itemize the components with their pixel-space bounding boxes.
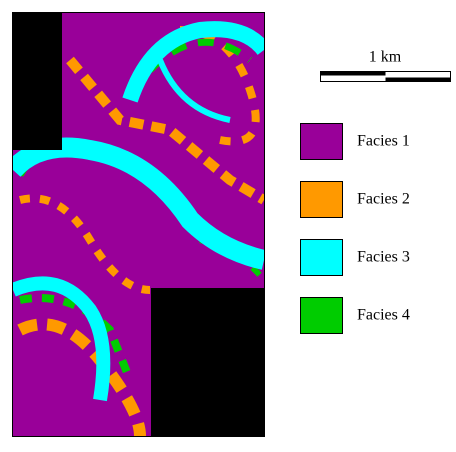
legend-swatch — [301, 298, 343, 334]
legend-label: Facies 3 — [357, 249, 410, 266]
legend-swatch — [301, 240, 343, 276]
legend-label: Facies 4 — [357, 307, 410, 324]
facies-map — [13, 13, 264, 436]
legend-label: Facies 2 — [357, 191, 410, 208]
legend-swatch — [301, 124, 343, 160]
scale-label: 1 km — [369, 49, 402, 66]
no-data-area — [151, 288, 264, 436]
scale-bar — [321, 72, 451, 82]
legend-label: Facies 1 — [357, 133, 410, 150]
legend-swatch — [301, 182, 343, 218]
map-figure: 1 km Facies 1 Facies 2 Facies 3 Facies 4 — [0, 0, 456, 447]
no-data-area — [13, 13, 62, 150]
legend: Facies 1 Facies 2 Facies 3 Facies 4 — [301, 124, 410, 334]
